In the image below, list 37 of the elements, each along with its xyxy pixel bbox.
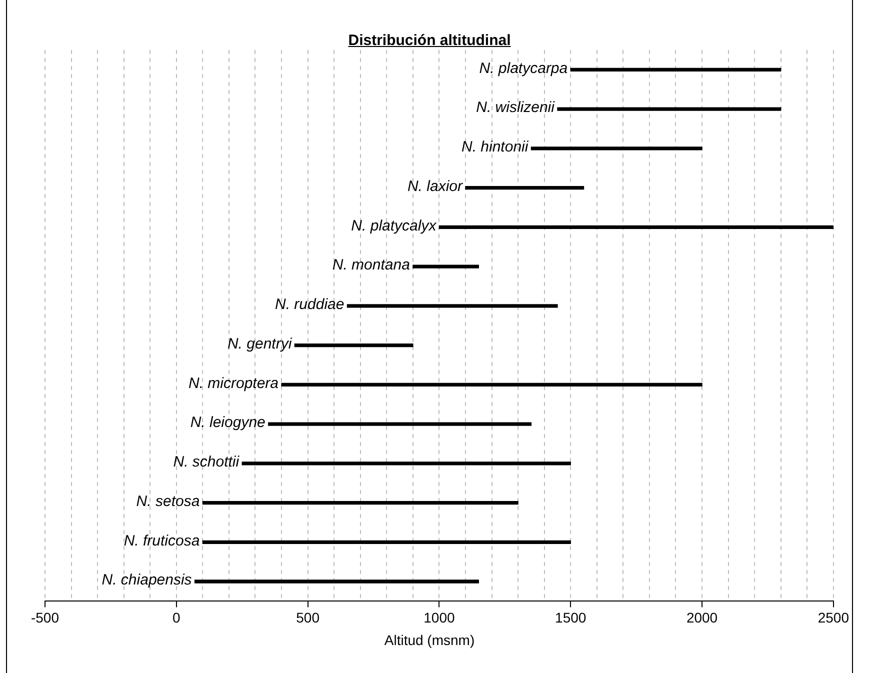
bar	[438, 225, 834, 229]
y-tick-label: N. hintonii	[461, 138, 529, 156]
y-tick-label: N. setosa	[136, 492, 200, 510]
y-tick-label: N. platycarpa	[479, 60, 568, 77]
bar	[281, 382, 702, 386]
y-tick-label: N. laxior	[407, 178, 464, 195]
bar	[202, 540, 571, 544]
bar	[346, 304, 558, 308]
x-tick-label: 1000	[424, 609, 455, 626]
x-axis-title: Altitud (msnm)	[383, 632, 476, 648]
bar	[465, 186, 584, 190]
y-tick-label: N. leiogyne	[190, 414, 266, 432]
bar	[194, 580, 479, 584]
chart-title: Distribución altitudinal	[347, 32, 512, 49]
bar	[530, 146, 702, 150]
x-tick-label: -500	[30, 609, 60, 626]
y-tick-label: N. wislizenii	[476, 99, 556, 116]
bar	[570, 68, 782, 72]
bar	[202, 500, 518, 505]
y-tick-label: N. fruticosa	[124, 532, 200, 550]
bar	[412, 264, 479, 268]
y-tick-label: N. gentryi	[227, 335, 292, 352]
y-tick-label: N. chiapensis	[102, 572, 192, 589]
y-tick-label: N. microptera	[188, 374, 279, 392]
x-tick-label: 2500	[818, 609, 850, 626]
y-tick-label: N. schottii	[173, 454, 240, 471]
bar	[242, 462, 571, 466]
bar	[557, 107, 782, 111]
x-tick-label: 0	[172, 609, 181, 626]
x-tick-label: 1500	[555, 609, 586, 626]
y-tick-label: N. ruddiae	[275, 296, 344, 314]
y-tick-label: N. platycalyx	[351, 217, 437, 234]
x-tick-label: 500	[296, 609, 320, 626]
bar	[268, 422, 532, 426]
bar	[294, 343, 414, 348]
y-tick-label: N. montana	[332, 256, 410, 274]
x-tick-label: 2000	[686, 609, 718, 626]
